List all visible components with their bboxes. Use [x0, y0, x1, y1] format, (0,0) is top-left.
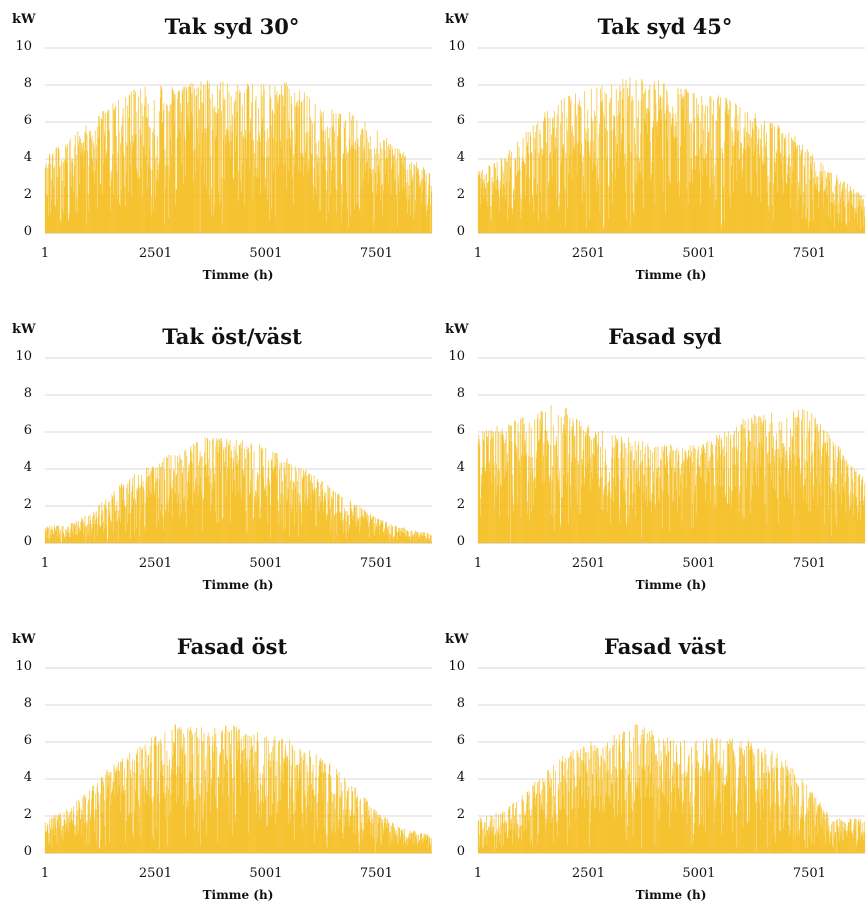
- chart-panel-tak-syd-30: Tak syd 30° kW 0 2 4 6 8 10 1 2501 5001 7501 Timme (…: [0, 0, 433, 302]
- y-tick-label: 2: [456, 497, 465, 512]
- series-bars: [44, 724, 433, 853]
- x-tick-label: 1: [473, 556, 483, 571]
- x-tick-label: 2501: [138, 246, 172, 261]
- y-tick-label: 0: [23, 534, 32, 549]
- y-tick-label: 8: [456, 696, 465, 711]
- y-axis-unit-label: kW: [445, 632, 469, 647]
- x-tick-label: 7501: [359, 866, 393, 881]
- y-tick-label: 6: [23, 423, 32, 438]
- x-axis-label: Timme (h): [202, 578, 274, 592]
- y-axis-unit-label: kW: [12, 632, 36, 647]
- series-bars: [477, 723, 866, 853]
- chart-svg: [44, 667, 433, 854]
- series-bars: [44, 437, 433, 543]
- series-bars: [477, 405, 866, 543]
- x-tick-label: 1: [473, 246, 483, 261]
- chart-svg: [44, 47, 433, 234]
- x-tick-label: 1: [40, 556, 50, 571]
- x-tick-label: 2501: [138, 556, 172, 571]
- y-tick-label: 0: [23, 224, 32, 239]
- x-axis-label: Timme (h): [635, 888, 707, 902]
- x-tick-label: 5001: [249, 866, 283, 881]
- x-tick-label: 7501: [359, 556, 393, 571]
- x-tick-label: 5001: [249, 246, 283, 261]
- series-bars: [44, 80, 433, 233]
- y-tick-label: 10: [15, 39, 32, 54]
- y-tick-label: 10: [448, 39, 465, 54]
- series-bars: [477, 77, 866, 233]
- x-tick-label: 2501: [138, 866, 172, 881]
- x-tick-label: 2501: [571, 866, 605, 881]
- chart-title: Tak öst/väst: [162, 324, 302, 349]
- x-tick-label: 5001: [249, 556, 283, 571]
- y-tick-label: 4: [456, 150, 465, 165]
- x-tick-label: 2501: [571, 556, 605, 571]
- y-axis-unit-label: kW: [445, 12, 469, 27]
- y-tick-label: 6: [23, 733, 32, 748]
- y-tick-label: 6: [456, 423, 465, 438]
- y-tick-label: 0: [456, 534, 465, 549]
- y-tick-label: 2: [23, 187, 32, 202]
- y-tick-label: 2: [23, 497, 32, 512]
- x-axis-label: Timme (h): [202, 888, 274, 902]
- y-tick-label: 0: [23, 844, 32, 859]
- y-tick-label: 8: [456, 386, 465, 401]
- chart-title: Tak syd 45°: [597, 14, 733, 39]
- y-tick-label: 8: [23, 696, 32, 711]
- y-tick-label: 10: [448, 349, 465, 364]
- y-tick-label: 6: [456, 733, 465, 748]
- chart-title: Fasad öst: [176, 634, 288, 659]
- x-axis-label: Timme (h): [635, 268, 707, 282]
- y-tick-label: 0: [456, 844, 465, 859]
- x-tick-label: 2501: [571, 246, 605, 261]
- y-tick-label: 10: [448, 659, 465, 674]
- y-tick-label: 2: [456, 807, 465, 822]
- chart-panel-fasad-ost: Fasad öst kW 0 2 4 6 8 10 1 2501 5001 7501 Timme (h): [0, 620, 433, 922]
- y-tick-label: 8: [23, 76, 32, 91]
- x-tick-label: 7501: [359, 246, 393, 261]
- x-tick-label: 7501: [792, 246, 826, 261]
- y-tick-label: 4: [456, 460, 465, 475]
- chart-panel-fasad-syd: Fasad syd kW 0 2 4 6 8 10 1 2501 5001 7501 Timme (h): [433, 310, 866, 612]
- chart-panel-tak-ost-vast: Tak öst/väst kW 0 2 4 6 8 10 1 2501 5001 7501 Timme …: [0, 310, 433, 612]
- x-tick-label: 7501: [792, 866, 826, 881]
- chart-title: Fasad syd: [608, 324, 722, 349]
- x-tick-label: 1: [473, 866, 483, 881]
- x-tick-label: 1: [40, 246, 50, 261]
- y-tick-label: 10: [15, 659, 32, 674]
- chart-svg: [44, 357, 433, 544]
- x-tick-label: 5001: [682, 246, 716, 261]
- chart-title: Fasad väst: [603, 634, 727, 659]
- y-tick-label: 4: [23, 150, 32, 165]
- y-tick-label: 2: [456, 187, 465, 202]
- y-tick-label: 8: [456, 76, 465, 91]
- y-tick-label: 0: [456, 224, 465, 239]
- y-tick-label: 4: [23, 460, 32, 475]
- chart-title: Tak syd 30°: [164, 14, 300, 39]
- chart-svg: [477, 47, 866, 234]
- y-tick-label: 4: [456, 770, 465, 785]
- y-tick-label: 2: [23, 807, 32, 822]
- y-tick-label: 8: [23, 386, 32, 401]
- y-axis-unit-label: kW: [12, 12, 36, 27]
- chart-panel-fasad-vast: Fasad väst kW 0 2 4 6 8 10 1 2501 5001 7501 Timme (h…: [433, 620, 866, 922]
- chart-panel-tak-syd-45: Tak syd 45° kW 0 2 4 6 8 10 1 2501 5001 7501 Timme (…: [433, 0, 866, 302]
- chart-svg: [477, 667, 866, 854]
- y-tick-label: 4: [23, 770, 32, 785]
- x-axis-label: Timme (h): [635, 578, 707, 592]
- x-tick-label: 5001: [682, 556, 716, 571]
- y-tick-label: 6: [456, 113, 465, 128]
- x-tick-label: 1: [40, 866, 50, 881]
- y-tick-label: 10: [15, 349, 32, 364]
- chart-svg: [477, 357, 866, 544]
- x-axis-label: Timme (h): [202, 268, 274, 282]
- y-tick-label: 6: [23, 113, 32, 128]
- x-tick-label: 5001: [682, 866, 716, 881]
- x-tick-label: 7501: [792, 556, 826, 571]
- y-axis-unit-label: kW: [445, 322, 469, 337]
- y-axis-unit-label: kW: [12, 322, 36, 337]
